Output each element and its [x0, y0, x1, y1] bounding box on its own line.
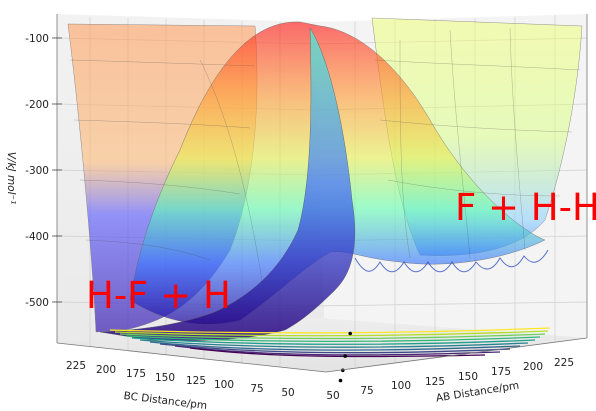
bc-axis: 225 200 175 150 125 100 75 50 BC Distanc…: [66, 360, 295, 411]
ab-tick-label: 150: [458, 371, 478, 383]
z-tick-label: -300: [25, 165, 49, 177]
bc-tick-label: 50: [281, 387, 294, 399]
surface-mesh: [69, 27, 581, 301]
bc-tick-label: 225: [66, 360, 86, 372]
bc-tick-label: 200: [96, 364, 116, 376]
bc-axis-label: BC Distance/pm: [123, 390, 208, 411]
trajectory-point: [338, 378, 343, 383]
z-tick-label: -200: [25, 99, 49, 111]
ab-tick-label: 225: [554, 357, 574, 369]
ab-tick-label: 200: [523, 361, 543, 373]
ab-tick-label: 175: [491, 366, 511, 378]
bc-tick-label: 125: [186, 375, 206, 387]
z-axis-ticks: -100 -200 -300 -400 -500 V/kJ mol⁻¹: [5, 33, 62, 309]
z-axis-label: V/kJ mol⁻¹: [5, 152, 17, 205]
ab-tick-label: 100: [391, 380, 411, 392]
ab-tick-label: 125: [425, 376, 445, 388]
z-tick-label: -100: [25, 33, 49, 45]
bc-tick-label: 175: [126, 368, 146, 380]
ab-tick-label: 75: [360, 385, 373, 397]
products-label: H-F + H: [86, 274, 231, 317]
surface-ripple-edge: [354, 249, 549, 273]
z-tick-label: -400: [25, 231, 49, 243]
axes-frame: [56, 14, 588, 373]
bc-tick-label: 150: [155, 372, 175, 384]
reactants-label: F + H-H: [455, 186, 596, 229]
bc-tick-label: 75: [250, 383, 263, 395]
z-tick-label: -500: [25, 297, 49, 309]
trajectory-point: [348, 331, 353, 336]
bc-tick-label: 100: [214, 379, 234, 391]
trajectory-point: [343, 354, 348, 358]
contour-projection: [109, 327, 551, 358]
ab-axis-label: AB Distance/pm: [435, 380, 520, 405]
ab-tick-label: 50: [326, 390, 339, 402]
trajectory-markers: [338, 331, 353, 383]
